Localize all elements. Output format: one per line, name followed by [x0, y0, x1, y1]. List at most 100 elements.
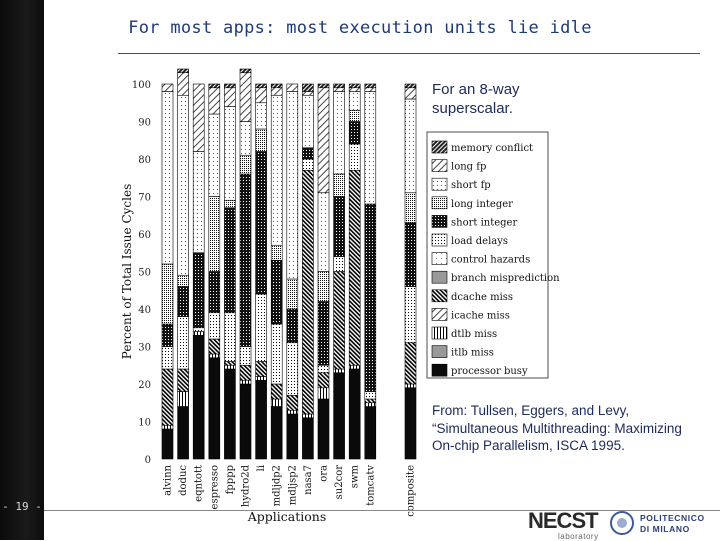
- bar-segment: [224, 361, 236, 366]
- bar-segment: [333, 87, 345, 92]
- bar-segment: [348, 368, 361, 460]
- legend-label: dcache miss: [451, 292, 513, 303]
- y-axis-label: Percent of Total Issue Cycles: [120, 184, 134, 359]
- bar-segment: [333, 256, 345, 272]
- bar-segment: [208, 83, 221, 89]
- bar-segment: [224, 207, 236, 314]
- bar-segment: [348, 87, 361, 92]
- bar-segment: [224, 364, 236, 370]
- legend-swatch: [431, 196, 448, 210]
- legend-label: long integer: [451, 199, 513, 210]
- legend-swatch: [431, 159, 448, 172]
- bar-segment: [348, 169, 361, 366]
- category-label: mdljdp2: [272, 465, 283, 506]
- bar-segment: [270, 83, 283, 89]
- bar-segment: [192, 334, 205, 460]
- bar-segment: [255, 379, 267, 460]
- legend-swatch: [431, 140, 448, 154]
- legend-label: icache miss: [451, 310, 510, 321]
- bar-segment: [255, 83, 267, 89]
- bar-segment: [177, 72, 189, 96]
- category-label: doduc: [178, 465, 189, 496]
- bar-segment: [364, 203, 377, 392]
- bar-segment: [192, 83, 205, 152]
- y-tick-label: 0: [145, 455, 151, 466]
- bar-segment: [270, 87, 283, 96]
- bar-segment: [404, 192, 417, 224]
- bar-segment: [161, 91, 174, 265]
- legend-label: long fp: [451, 162, 486, 173]
- bar-segment: [208, 271, 221, 314]
- bar-segment: [302, 158, 314, 171]
- category-label: espresso: [209, 465, 220, 509]
- bar-segment: [286, 83, 299, 92]
- necst-logo-text: NECST: [528, 508, 599, 533]
- bar-segment: [208, 312, 221, 340]
- legend-swatch: [431, 345, 448, 358]
- bar-segment: [348, 121, 361, 145]
- page-number: - 19 -: [2, 500, 42, 513]
- bar-segment: [348, 91, 361, 111]
- bar-segment: [177, 391, 189, 407]
- bar-segment: [364, 83, 377, 89]
- category-label: alvinn: [163, 464, 174, 495]
- y-tick-label: 20: [138, 380, 151, 391]
- bar-segment: [224, 368, 236, 460]
- bar-segment: [161, 428, 174, 460]
- bar-segment: [208, 357, 221, 460]
- bar-segment: [302, 147, 314, 160]
- bar-segment: [302, 91, 314, 96]
- polimi-line2: DI MILANO: [640, 524, 690, 534]
- polimi-line1: POLITECNICO: [640, 513, 705, 523]
- bar-segment: [208, 87, 221, 115]
- bar-segment: [333, 368, 345, 374]
- y-tick-label: 40: [138, 305, 151, 316]
- bar-segment: [286, 278, 299, 310]
- bar-segment: [224, 199, 236, 209]
- bar-segment: [404, 387, 417, 460]
- bar-segment: [317, 87, 330, 194]
- legend-swatch: [431, 233, 448, 247]
- bar-segment: [161, 263, 174, 325]
- legend-label: itlb miss: [451, 348, 494, 359]
- y-tick-label: 70: [138, 193, 151, 204]
- legend-swatch: [431, 289, 448, 303]
- slide-title: For most apps: most execution units lie …: [128, 18, 592, 38]
- bar-segment: [348, 109, 361, 122]
- bar-segment: [286, 413, 299, 460]
- x-axis-label: Applications: [247, 509, 327, 524]
- bar-segment: [239, 364, 252, 381]
- bar-segment: [255, 87, 267, 104]
- bar-segment: [333, 372, 345, 460]
- bar-segment: [317, 398, 330, 460]
- legend-label: branch misprediction: [451, 273, 560, 284]
- slide-sidebar: - 19 -: [0, 0, 44, 540]
- legend-label: processor busy: [451, 366, 528, 377]
- bar-segment: [239, 154, 252, 175]
- bar-segment: [302, 169, 314, 415]
- bar-segment: [286, 308, 299, 344]
- bar-segment: [333, 173, 345, 197]
- category-label: mdljsp2: [287, 465, 298, 505]
- chart-note: For an 8-way superscalar.: [432, 81, 520, 117]
- bar-segment: [208, 338, 221, 355]
- legend-swatch: [431, 363, 448, 377]
- bar-segment: [333, 83, 345, 89]
- bar-segment: [270, 259, 283, 325]
- citation: From: Tullsen, Eggers, and Levy, “Simult…: [432, 403, 682, 453]
- bar-segment: [255, 361, 267, 377]
- bar-segment: [255, 293, 267, 362]
- bar-segment: [364, 402, 377, 407]
- bar-segment: [364, 398, 377, 404]
- bar-segment: [302, 83, 314, 92]
- title-underline: [118, 53, 700, 54]
- bar-segment: [333, 91, 345, 175]
- category-label: eqntott: [194, 465, 205, 502]
- footer-rule: [44, 510, 720, 511]
- bar-segment: [208, 196, 221, 272]
- bar-segment: [317, 271, 330, 302]
- bar-segment: [177, 368, 189, 392]
- category-label: nasa7: [303, 465, 314, 495]
- bar-segment: [348, 143, 361, 171]
- bar-segment: [404, 98, 417, 194]
